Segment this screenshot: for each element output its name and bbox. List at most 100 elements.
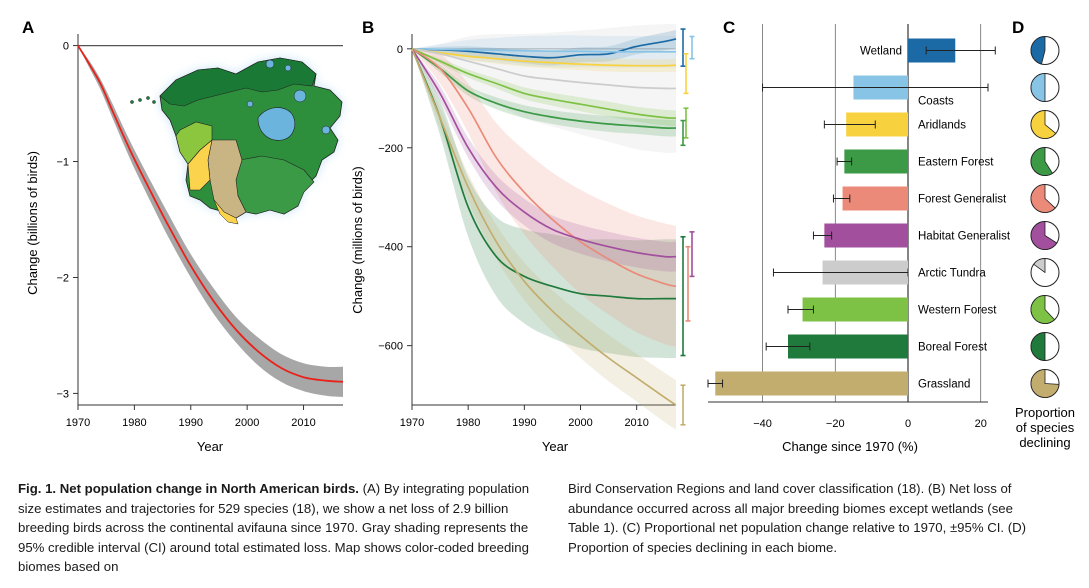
caption-left: Fig. 1. Net population change in North A…	[18, 479, 530, 577]
y-tick-label: 0	[397, 44, 403, 56]
caption-left-text: (A) By integrating population size estim…	[18, 481, 530, 575]
series-line-grassland	[411, 48, 677, 406]
bar-label: Arctic Tundra	[918, 268, 986, 280]
pie-slice-wetland	[1030, 36, 1046, 65]
band-arctic-tundra	[412, 24, 676, 153]
map-lake	[265, 59, 275, 69]
bar-label: Grassland	[918, 379, 970, 391]
pie-slice-forest-generalist	[1030, 184, 1056, 213]
bar-western-forest	[802, 297, 908, 322]
y-tick-label: −3	[56, 388, 69, 400]
bar-forest-generalist	[842, 186, 908, 211]
panel-letter-a: A	[22, 18, 34, 37]
band-forest-generalist	[412, 48, 676, 347]
series-line-wetland	[411, 38, 677, 59]
panel-d-title-line: declining	[1019, 435, 1070, 450]
bar-label: Coasts	[918, 96, 954, 108]
x-tick-label: −40	[753, 418, 772, 430]
series-line-coasts	[411, 47, 676, 53]
y-tick-label: −600	[378, 341, 403, 353]
bar-label: Aridlands	[918, 120, 966, 132]
panel-a-xlabel: Year	[197, 439, 224, 454]
map-lake	[246, 100, 254, 108]
x-tick-label: 2000	[568, 417, 592, 429]
y-tick-label: 0	[63, 41, 69, 53]
caption-title: Fig. 1. Net population change in North A…	[18, 481, 359, 496]
map-south-arid	[213, 199, 239, 225]
plot-a: 0 −1 −2 −3 1970 1980 1990 2000 2010	[56, 34, 344, 429]
x-tick-label: 1980	[122, 417, 146, 429]
map-hudson-bay	[257, 107, 295, 141]
map-island	[130, 100, 134, 104]
pie-slice-boreal-forest	[1030, 332, 1046, 361]
series-line-eastern-forest	[411, 48, 677, 129]
panel-a: A 0 −1 −2 −3 1970 1980 1990 2000 2010 Year Chang…	[22, 18, 344, 454]
plot-d	[1030, 36, 1060, 398]
panel-b-xlabel: Year	[542, 439, 569, 454]
series-line-habitat-generalist	[411, 48, 677, 258]
panel-d-title-line: Proportion	[1015, 405, 1075, 420]
pie-slice-aridlands	[1030, 110, 1057, 139]
pie-slice-western-forest	[1030, 295, 1056, 324]
pie-slice-habitat-generalist	[1030, 221, 1058, 250]
map-island	[138, 98, 142, 102]
caption-right: Bird Conservation Regions and land cover…	[568, 481, 1027, 555]
x-tick-label: −20	[826, 418, 845, 430]
bar-label: Western Forest	[918, 305, 997, 317]
band-grassland	[412, 48, 676, 430]
x-tick-label: 2010	[291, 417, 315, 429]
panel-c: C −40 −20 0 20 Wetland Coasts Aridlands Eastern…	[707, 18, 1011, 454]
pie-slice-arctic-tundra	[1033, 258, 1046, 274]
pie-slice-coasts	[1030, 73, 1046, 102]
series-line-boreal-forest	[411, 48, 676, 300]
map-island	[152, 100, 156, 104]
band-boreal-forest	[412, 48, 676, 359]
map-island	[146, 96, 150, 100]
series-line-western-forest	[411, 48, 677, 119]
panel-letter-d: D	[1012, 18, 1024, 37]
series-line-forest-generalist	[411, 48, 677, 288]
panel-d-title: Proportion of species declining	[1015, 405, 1075, 450]
band-western-forest	[412, 48, 676, 127]
x-tick-label: 0	[905, 418, 911, 430]
x-tick-label: 1970	[400, 417, 424, 429]
bar-label: Forest Generalist	[918, 194, 1007, 206]
x-tick-label: 20	[975, 418, 987, 430]
x-tick-label: 1970	[66, 417, 90, 429]
panel-c-xlabel: Change since 1970 (%)	[782, 439, 918, 454]
x-tick-label: 1990	[512, 417, 536, 429]
series-line-aridlands	[411, 47, 677, 67]
bar-label: Habitat Generalist	[918, 231, 1011, 243]
pie-slice-grassland	[1030, 369, 1060, 398]
bar-label: Boreal Forest	[918, 342, 988, 354]
y-tick-label: −2	[56, 272, 69, 284]
bar-label: Eastern Forest	[918, 157, 994, 169]
map-lake	[321, 125, 331, 135]
x-tick-label: 2010	[624, 417, 648, 429]
pie-slice-eastern-forest	[1030, 147, 1054, 176]
plot-c: −40 −20 0 20 Wetland Coasts Aridlands Eastern F…	[707, 24, 1011, 430]
band-aridlands	[412, 48, 676, 73]
series-line-arctic-tundra	[411, 47, 677, 90]
bar-label: Wetland	[860, 46, 902, 58]
x-tick-label: 1990	[179, 417, 203, 429]
x-tick-label: 1980	[456, 417, 480, 429]
panel-d: D Proportion of species declining	[1012, 18, 1075, 450]
panel-d-title-line: of species	[1016, 420, 1075, 435]
y-tick-label: −1	[56, 157, 69, 169]
band-habitat-generalist	[412, 48, 676, 272]
biome-map	[130, 57, 343, 225]
total-loss-line	[77, 45, 344, 383]
map-lake	[284, 64, 292, 72]
panel-b: B 0 −200 −400 −600 1970 1980 1990 2000 2010 Year…	[350, 18, 695, 454]
bar-habitat-generalist	[824, 223, 908, 248]
map-western-forest	[175, 121, 213, 165]
y-tick-label: −200	[378, 143, 403, 155]
panel-letter-c: C	[723, 18, 735, 37]
panel-b-ylabel: Change (millions of birds)	[350, 166, 365, 313]
panel-a-ylabel: Change (billions of birds)	[25, 151, 40, 295]
y-tick-label: −400	[378, 242, 403, 254]
map-lake	[293, 89, 307, 103]
bar-eastern-forest	[844, 149, 908, 174]
